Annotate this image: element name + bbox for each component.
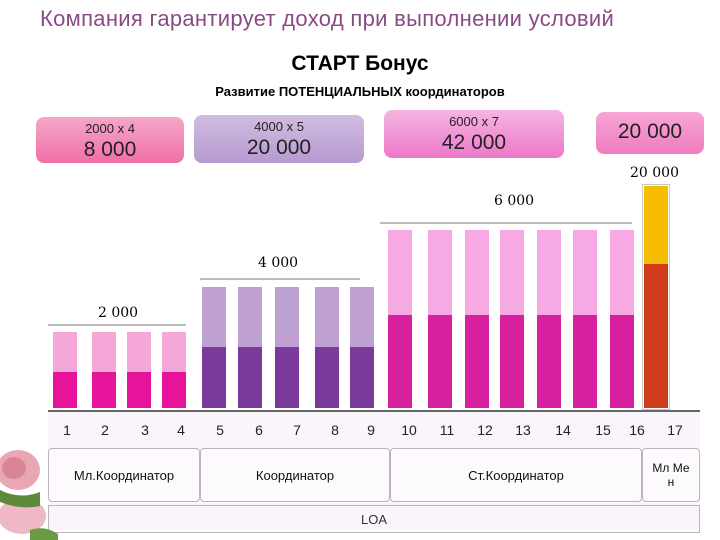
tier-senior-coordinator: Ст.Координатор	[390, 448, 642, 502]
bar-10	[388, 230, 412, 408]
pill-formula: 6000 х 7	[449, 114, 499, 129]
bar-1	[53, 332, 77, 408]
pill-value: 20 000	[246, 136, 312, 159]
bar-15	[573, 230, 597, 408]
bar-16	[610, 230, 634, 408]
bonus-title: СТАРТ Бонус	[291, 52, 429, 75]
bar-5	[202, 287, 226, 408]
bar-6	[238, 287, 262, 408]
pill-value: 20 000	[617, 120, 683, 143]
level-line-6000	[380, 222, 632, 224]
tick-label-6: 6	[255, 422, 263, 438]
tick-label-9: 9	[367, 422, 375, 438]
bar-7	[275, 287, 299, 408]
tick-label-12: 12	[477, 422, 493, 438]
bar-8	[315, 287, 339, 408]
pill-formula: 2000 х 4	[85, 121, 135, 136]
level-line-2000	[48, 324, 186, 326]
loa-band: LOA	[48, 505, 700, 533]
bonus-pill-3: 6000 х 7 42 000	[384, 110, 564, 158]
x-axis	[48, 410, 700, 412]
tick-label-7: 7	[293, 422, 301, 438]
bar-9	[350, 287, 374, 408]
page-title: Компания гарантирует доход при выполнени…	[40, 6, 615, 31]
tier-junior-coordinator: Мл.Координатор	[48, 448, 200, 502]
rose-decoration-icon	[0, 450, 58, 540]
tick-label-4: 4	[177, 422, 185, 438]
level-label-6000: 6 000	[494, 193, 535, 209]
level-label-4000: 4 000	[258, 255, 299, 271]
tick-label-8: 8	[331, 422, 339, 438]
bar-14	[537, 230, 561, 408]
bar-12	[465, 230, 489, 408]
tier-junior-manager: Мл Ме н	[642, 448, 700, 502]
pill-value: 42 000	[441, 131, 507, 154]
level-line-4000	[200, 278, 360, 280]
tick-label-10: 10	[401, 422, 417, 438]
bar-4	[162, 332, 186, 408]
bar-11	[428, 230, 452, 408]
bonus-pill-1: 2000 х 4 8 000	[36, 117, 184, 163]
bonus-caption: Развитие ПОТЕНЦИАЛЬНЫХ координаторов	[215, 84, 505, 99]
tick-label-3: 3	[141, 422, 149, 438]
tier-coordinator: Координатор	[200, 448, 390, 502]
pill-value: 8 000	[83, 138, 137, 161]
tick-label-2: 2	[101, 422, 109, 438]
tick-label-16: 16	[629, 422, 645, 438]
bar-2	[92, 332, 116, 408]
pill-formula: 4000 х 5	[254, 119, 304, 134]
bar-13	[500, 230, 524, 408]
tick-label-15: 15	[595, 422, 611, 438]
level-label-2000: 2 000	[98, 305, 139, 321]
bar-3	[127, 332, 151, 408]
level-label-20000: 20 000	[630, 165, 679, 181]
bonus-pill-4: 20 000	[596, 112, 704, 154]
tick-label-17: 17	[667, 422, 683, 438]
tick-label-1: 1	[63, 422, 71, 438]
tick-label-11: 11	[439, 422, 455, 438]
tick-label-13: 13	[515, 422, 531, 438]
tick-label-5: 5	[216, 422, 224, 438]
tick-label-14: 14	[555, 422, 571, 438]
bonus-pill-2: 4000 х 5 20 000	[194, 115, 364, 163]
bar-17	[642, 184, 670, 410]
